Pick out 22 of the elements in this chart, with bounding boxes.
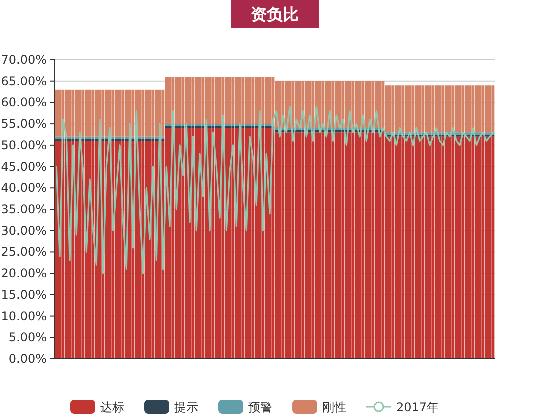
y-tick-label: 30.00% xyxy=(1,224,47,238)
legend-label: 刚性 xyxy=(322,400,346,414)
legend-label: 预警 xyxy=(248,400,272,414)
y-tick-label: 15.00% xyxy=(1,288,47,302)
legend-label: 提示 xyxy=(174,400,198,414)
y-tick-label: 20.00% xyxy=(1,266,47,281)
title: 资负比 xyxy=(231,0,319,28)
y-tick-label: 50.00% xyxy=(1,138,47,152)
y-tick-label: 55.00% xyxy=(1,117,47,132)
y-tick-label: 65.00% xyxy=(1,74,47,88)
y-tick-label: 10.00% xyxy=(1,309,47,324)
legend-label: 2017年 xyxy=(396,400,440,414)
y-tick-label: 0.00% xyxy=(8,352,47,366)
y-tick-label: 25.00% xyxy=(1,245,47,260)
y-tick-label: 45.00% xyxy=(1,160,47,174)
y-tick-label: 60.00% xyxy=(1,96,47,110)
y-tick-label: 5.00% xyxy=(8,330,47,345)
chart-title: 资负比 xyxy=(251,5,299,24)
y-tick-label: 40.00% xyxy=(1,181,47,196)
y-tick-label: 70.00% xyxy=(1,53,47,67)
legend-label: 达标 xyxy=(100,400,124,414)
y-tick-label: 35.00% xyxy=(1,202,47,216)
